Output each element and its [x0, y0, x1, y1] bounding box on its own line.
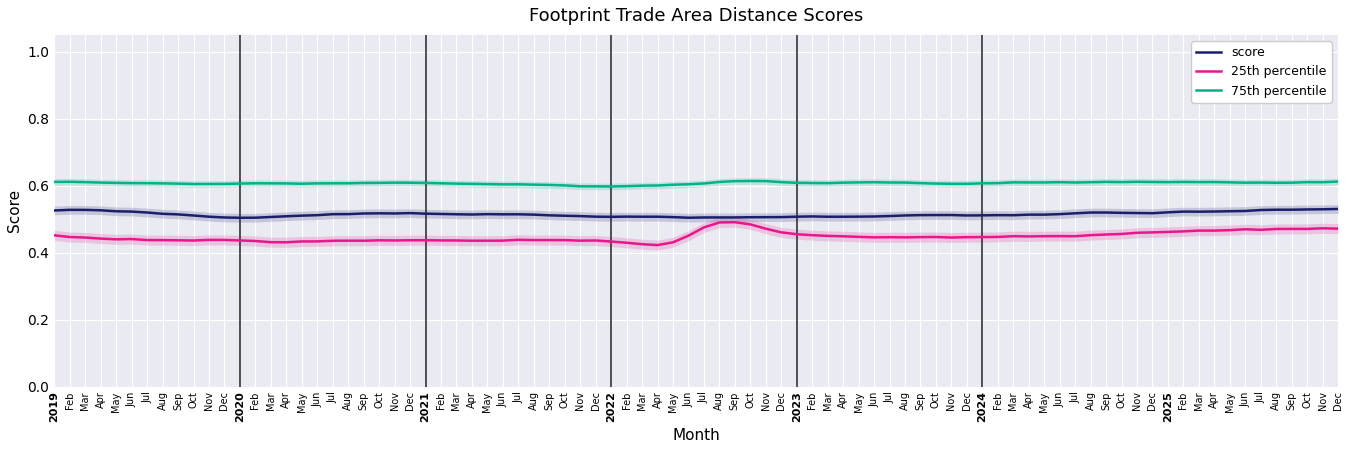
75th percentile [603, 184, 620, 189]
25th percentile [1330, 226, 1346, 231]
Line: 75th percentile: 75th percentile [54, 181, 1338, 186]
75th percentile [634, 183, 651, 189]
25th percentile [726, 220, 743, 225]
Line: 25th percentile: 25th percentile [54, 222, 1338, 245]
score [62, 207, 78, 212]
75th percentile [695, 181, 711, 186]
25th percentile [62, 234, 78, 240]
75th percentile [46, 179, 62, 184]
Legend: score, 25th percentile, 75th percentile: score, 25th percentile, 75th percentile [1191, 41, 1332, 103]
score [1330, 206, 1346, 211]
Title: Footprint Trade Area Distance Scores: Footprint Trade Area Distance Scores [529, 7, 864, 25]
75th percentile [1114, 180, 1130, 185]
score [1035, 212, 1052, 217]
Line: score: score [54, 209, 1338, 218]
75th percentile [743, 178, 759, 184]
score [124, 209, 140, 214]
25th percentile [46, 233, 62, 238]
25th percentile [124, 236, 140, 242]
25th percentile [1052, 234, 1068, 239]
25th percentile [618, 240, 634, 245]
75th percentile [1330, 179, 1346, 184]
75th percentile [62, 179, 78, 184]
score [634, 214, 651, 220]
75th percentile [1052, 180, 1068, 185]
X-axis label: Month: Month [672, 428, 720, 443]
75th percentile [124, 180, 140, 186]
score [1098, 210, 1114, 215]
25th percentile [1114, 231, 1130, 237]
score [695, 215, 711, 220]
25th percentile [695, 225, 711, 230]
Y-axis label: Score: Score [7, 189, 22, 232]
score [46, 208, 62, 213]
25th percentile [649, 243, 666, 248]
score [232, 215, 248, 220]
